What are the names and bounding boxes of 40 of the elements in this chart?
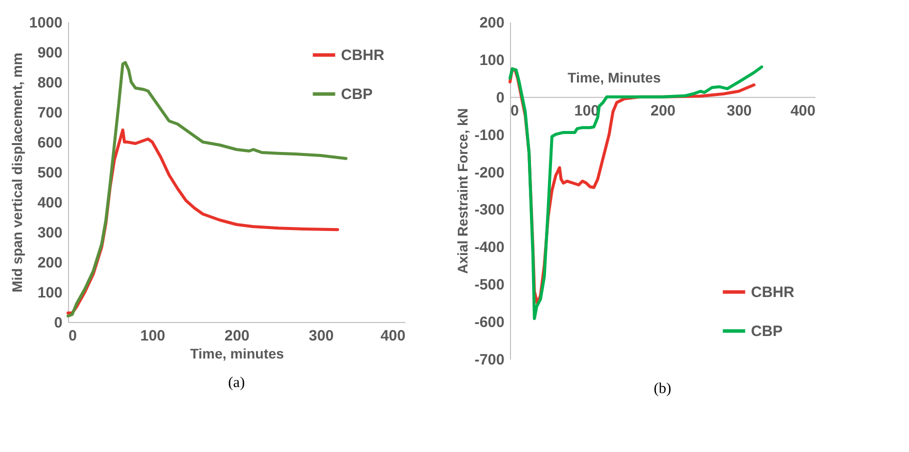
y-tick-label: 500 [37,164,62,182]
text: (a) [228,375,245,391]
y-tick-label: -600 [474,314,504,332]
y-tick-label: -300 [474,202,504,219]
y-tick-label: 1000 [29,14,62,32]
y-tick-label: 100 [37,284,62,302]
y-tick-label: -700 [474,352,504,368]
y-axis-title: Axial Restraint Force, kN [454,108,470,274]
y-axis-title: Mid span vertical displacement, mm [9,52,26,292]
y-tick-label: 900 [37,44,62,62]
y-tick-label: -400 [474,239,504,256]
x-tick-label: 400 [790,102,816,120]
y-tick-label: 800 [37,74,62,92]
y-tick-label: 600 [37,134,62,152]
y-tick-label: 200 [479,14,504,32]
y-tick-label: 200 [37,254,62,272]
y-tick-label: 100 [479,52,504,69]
y-tick-label: -100 [474,126,504,144]
x-tick-label: 400 [380,328,406,344]
y-tick-label: 400 [37,194,62,212]
x-axis-title: Time, minutes [190,346,284,362]
legend-label: CBHR [751,284,794,301]
x-axis-title: Time, Minutes [568,69,661,86]
x-tick-label: 0 [68,328,77,344]
y-tick-label: 700 [37,104,62,122]
x-tick-label: 100 [140,328,166,344]
y-tick-label: 0 [496,89,504,106]
x-tick-label: 200 [224,328,250,344]
y-tick-label: 0 [54,314,62,332]
legend-label: CBP [751,323,783,340]
x-tick-label: 300 [726,102,752,120]
legend-label: CBHR [341,47,384,64]
text: (b) [654,381,672,397]
x-tick-label: 0 [510,102,519,120]
x-tick-label: 200 [650,102,676,120]
legend-label: CBP [341,86,373,103]
y-tick-label: -500 [474,276,504,294]
y-tick-label: -200 [474,164,504,182]
x-tick-label: 300 [308,328,334,344]
y-tick-label: 300 [37,224,62,242]
